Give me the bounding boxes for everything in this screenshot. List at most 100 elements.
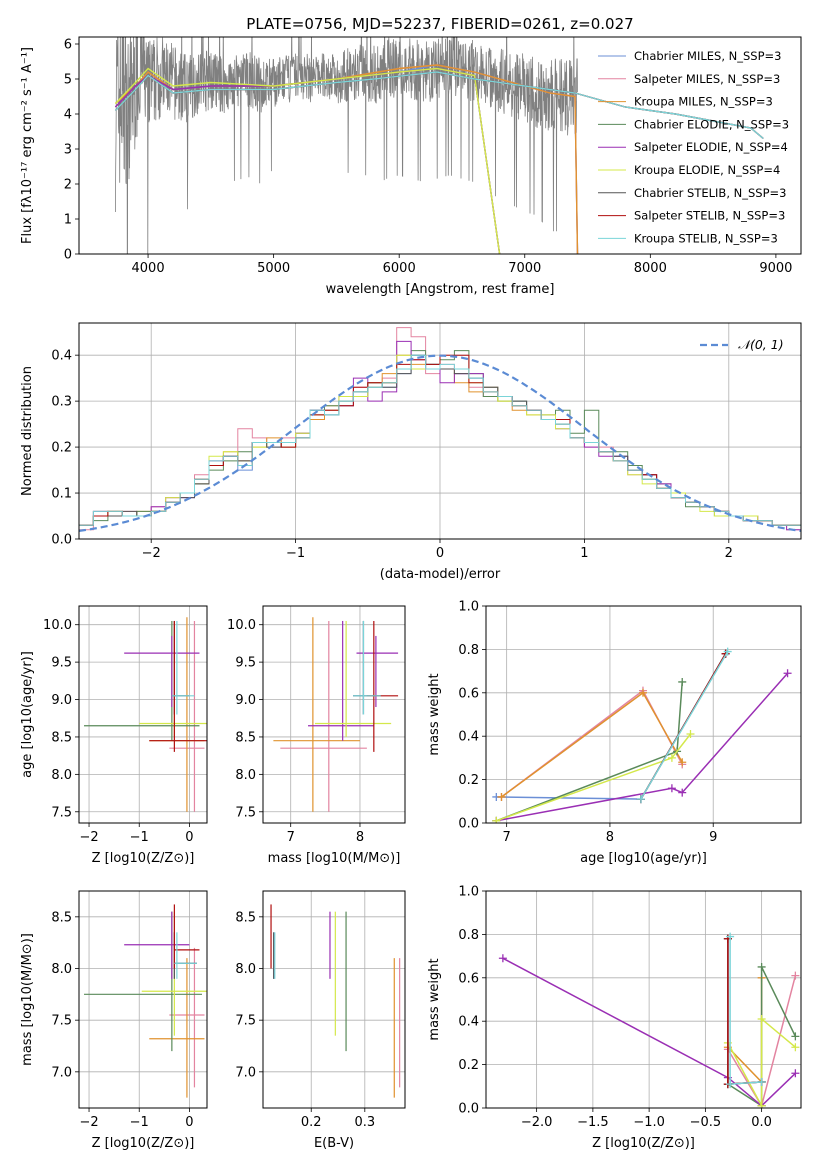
weight-point-marker (667, 784, 676, 793)
weight-series-line (727, 938, 762, 1085)
axes-frame (262, 605, 406, 824)
weight-point-marker (757, 1077, 766, 1086)
y-tick-label: 10.0 (227, 618, 256, 633)
weight-series-line (496, 733, 692, 822)
y-tick-label: 9.0 (51, 693, 72, 708)
y-tick-label: 0.4 (458, 1015, 479, 1030)
x-axis-label: age [log10(age/yr)] (580, 851, 707, 866)
y-tick-label: 8.5 (51, 730, 72, 745)
y-tick-label: 0.8 (458, 928, 479, 943)
age-vs-metallicity-panel: −2 −1 0 7.5 8.0 8.5 9.0 9.5 10.0 Z [log10(Z/Z⊙)] a… (20, 605, 208, 866)
x-tick-label: −0.5 (690, 1115, 722, 1130)
weight-point-marker (492, 816, 501, 823)
legend-label: 𝒩(0, 1) (738, 337, 784, 352)
y-tick-label: 0.0 (51, 533, 72, 548)
y-axis-label: mass weight (427, 958, 442, 1040)
y-tick-label: 0.4 (458, 730, 479, 745)
x-axis-label: wavelength [Angstrom, rest frame] (326, 282, 555, 297)
x-axis-label: E(B-V) (314, 1136, 354, 1151)
x-tick-label: 4000 (132, 261, 165, 276)
weight-point-marker (723, 647, 732, 656)
y-tick-label: 0.2 (51, 441, 72, 456)
weight-point-marker (791, 1069, 800, 1078)
model-series-line (114, 67, 501, 254)
axes-frame (78, 605, 208, 824)
x-axis-label: Z [log10(Z/Z⊙)] (92, 1136, 195, 1151)
age-vs-metallicity-panel-plot-area (84, 617, 207, 812)
y-tick-label: 0.0 (458, 1102, 479, 1117)
x-tick-label: −1 (130, 830, 149, 845)
model-series-line (114, 71, 764, 140)
mass-weight-vs-metallicity-panel: −2.0 −1.5 −1.0 −0.5 0.0 0.0 0.2 0.4 0.6 0.8 1.0 Z [… (427, 885, 802, 1151)
weight-point-marker (726, 932, 735, 941)
x-tick-label: −2.0 (521, 1115, 553, 1130)
observed-spectrum-line (115, 37, 578, 254)
weight-series-line (496, 672, 789, 822)
x-tick-label: −2 (142, 546, 161, 561)
weight-point-marker (783, 669, 792, 678)
y-tick-label: 5 (64, 73, 72, 88)
legend-label: Kroupa STELIB, N_SSP=3 (634, 231, 778, 245)
y-tick-label: 8.0 (51, 962, 72, 977)
weight-point-marker (726, 1080, 735, 1089)
y-tick-label: 0.6 (458, 686, 479, 701)
x-tick-label: 0.0 (751, 1115, 772, 1130)
y-axis-label: age [log10(age/yr)] (20, 651, 35, 778)
y-tick-label: 1 (64, 213, 72, 228)
spectrum-plot-area (114, 37, 764, 254)
y-tick-label: 8.0 (235, 768, 256, 783)
y-tick-label: 0.1 (51, 487, 72, 502)
y-tick-label: 0.8 (458, 643, 479, 658)
mass-weight-vs-age-panel: 7 8 9 0.0 0.2 0.4 0.6 0.8 1.0 age [log10(age/yr)]… (427, 600, 802, 866)
y-axis-label: Flux [fλ10⁻¹⁷ erg cm⁻² s⁻¹ A⁻¹] (20, 47, 35, 244)
x-axis-label: Z [log10(Z/Z⊙)] (92, 851, 195, 866)
age-vs-mass-panel-plot-area (273, 617, 399, 812)
y-axis-label: mass weight (427, 673, 442, 755)
weight-series-line (727, 938, 762, 1085)
axes-frame (78, 36, 802, 255)
weight-point-marker (757, 1101, 766, 1108)
legend-label: Salpeter ELODIE, N_SSP=4 (634, 140, 788, 154)
weight-point-marker (757, 962, 766, 971)
x-tick-label: 1 (580, 546, 588, 561)
spectrum-panel: 4000 5000 6000 7000 8000 9000 0 1 2 3 4 5 6 wavelengt… (20, 36, 802, 297)
weight-series-line (496, 681, 683, 822)
mass-vs-metallicity-panel: −2 −1 0 7.0 7.5 8.0 8.5 Z [log10(Z/Z⊙)] mass [lo… (20, 890, 208, 1151)
y-tick-label: 9.5 (51, 656, 72, 671)
weight-point-marker (667, 753, 676, 762)
histogram-series (79, 354, 801, 539)
x-axis-label: Z [log10(Z/Z⊙)] (592, 1136, 695, 1151)
x-axis-label: mass [log10(M/M⊙)] (268, 851, 401, 866)
y-axis-label: Normed distribution (20, 366, 35, 496)
x-tick-label: −2 (79, 1115, 98, 1130)
weight-series-line (501, 689, 683, 798)
y-tick-label: 0.4 (51, 349, 72, 364)
model-series-line (114, 64, 579, 254)
x-tick-label: −1.5 (577, 1115, 609, 1130)
x-tick-label: −1.0 (633, 1115, 665, 1130)
chart-panels: 4000 5000 6000 7000 8000 90000123456wavelengt… (20, 36, 802, 1151)
x-tick-label: 5000 (257, 261, 290, 276)
y-tick-label: 7.5 (235, 1014, 256, 1029)
y-tick-label: 0.2 (458, 773, 479, 788)
y-tick-label: 7.0 (235, 1065, 256, 1080)
y-tick-label: 1.0 (458, 600, 479, 615)
y-tick-label: 2 (64, 178, 72, 193)
weight-point-marker (791, 1032, 800, 1041)
mass-weight-vs-metallicity-panel-plot-area (498, 932, 800, 1108)
y-tick-label: 8.0 (51, 768, 72, 783)
y-tick-label: 0.6 (458, 971, 479, 986)
y-tick-label: 10.0 (43, 618, 72, 633)
x-tick-label: 7 (503, 830, 511, 845)
y-tick-label: 3 (64, 143, 72, 158)
mass-vs-extinction-panel-plot-area (270, 904, 401, 1098)
x-axis-label: (data-model)/error (380, 567, 501, 582)
weight-point-marker (757, 1015, 766, 1024)
weight-point-marker (497, 792, 506, 801)
weight-point-marker (638, 688, 647, 697)
chart-title: PLATE=0756, MJD=52237, FIBERID=0261, z=0… (246, 15, 633, 33)
weight-series-line (727, 938, 762, 1085)
y-tick-label: 7.5 (235, 805, 256, 820)
x-tick-label: 0 (436, 546, 444, 561)
